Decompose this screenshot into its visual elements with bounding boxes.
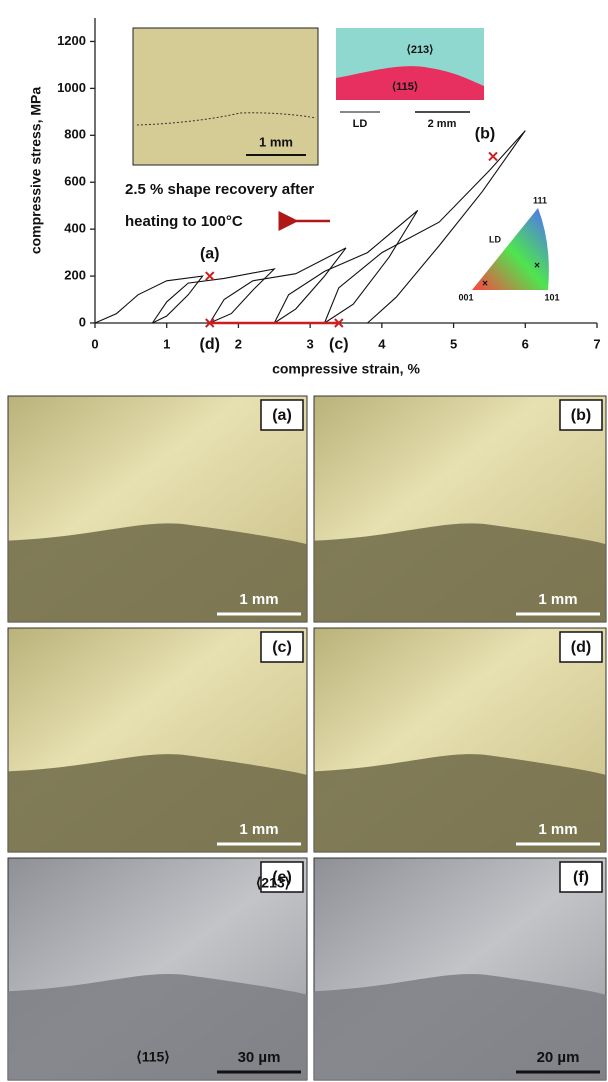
ipf-cross: ×	[534, 261, 540, 272]
y-tick-label: 0	[79, 314, 86, 329]
grain-label: ⟨213⟩	[256, 875, 290, 891]
panels: (a)1 mm(b)1 mm(c)1 mm(d)1 mm(e)30 µm⟨213…	[8, 396, 606, 1080]
x-tick-label: 7	[593, 336, 600, 351]
curve	[274, 210, 417, 323]
ipf-corner: 111	[533, 195, 547, 205]
scale-label: 30 µm	[238, 1049, 281, 1066]
y-axis-label: compressive stress, MPa	[28, 87, 44, 255]
scale-label: 1 mm	[259, 134, 293, 149]
scale-label: 2 mm	[428, 118, 457, 130]
y-tick-label: 600	[64, 174, 86, 189]
x-tick-label: 1	[163, 336, 170, 351]
annotation: heating to 100°C	[125, 213, 243, 230]
curve	[210, 248, 346, 323]
ipf-cross: ×	[482, 279, 488, 290]
scale-label: 1 mm	[538, 821, 577, 838]
annotation: 2.5 % shape recovery after	[125, 181, 314, 198]
grain-label: ⟨213⟩	[407, 44, 434, 56]
x-tick-label: 5	[450, 336, 457, 351]
ipf-corner: 001	[458, 292, 473, 302]
curve	[95, 276, 203, 323]
ipf-corner: 101	[544, 292, 559, 302]
panel-label: (f)	[573, 869, 589, 886]
grain-label: ⟨115⟩	[392, 81, 418, 93]
panel-label: (d)	[571, 639, 591, 656]
ld-label: LD	[353, 118, 368, 130]
scale-label: 1 mm	[239, 591, 278, 608]
panel-label: (b)	[571, 407, 591, 424]
x-tick-label: 2	[235, 336, 242, 351]
curve	[152, 269, 274, 323]
y-tick-label: 200	[64, 268, 86, 283]
x-tick-label: 4	[378, 336, 386, 351]
marker-label: (a)	[200, 245, 220, 262]
marker-label: (b)	[475, 126, 495, 143]
figure: 1 mm ⟨213⟩ ⟨115⟩ LD 2 mm 111 001 101 LD …	[0, 0, 608, 1082]
scale-label: 1 mm	[538, 591, 577, 608]
y-tick-label: 400	[64, 221, 86, 236]
x-axis-label: compressive strain, %	[272, 361, 420, 377]
marker	[206, 272, 214, 280]
x-tick-label: 3	[307, 336, 314, 351]
x-tick-label: 6	[522, 336, 529, 351]
marker-label: (c)	[329, 336, 349, 353]
marker-label: (d)	[200, 336, 220, 353]
ipf-direction: LD	[489, 234, 501, 244]
scale-label: 1 mm	[239, 821, 278, 838]
panel-label: (a)	[272, 407, 292, 424]
scale-label: 20 µm	[537, 1049, 580, 1066]
x-tick-label: 0	[91, 336, 98, 351]
grain-label: ⟨115⟩	[136, 1049, 170, 1065]
y-tick-label: 1000	[57, 80, 86, 95]
y-tick-label: 1200	[57, 33, 86, 48]
panel-label: (c)	[272, 639, 292, 656]
y-tick-label: 800	[64, 127, 86, 142]
marker	[489, 152, 497, 160]
